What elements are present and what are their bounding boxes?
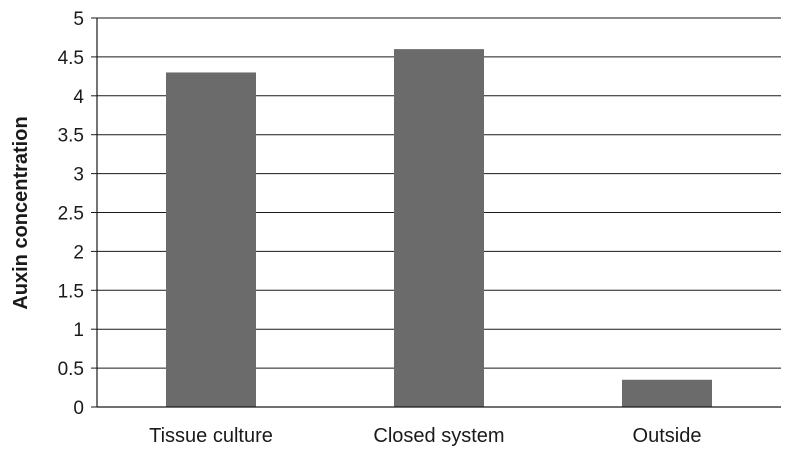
- axes: [91, 17, 781, 408]
- y-tick-label: 1.5: [58, 281, 84, 302]
- bar-tissue-culture: [166, 72, 256, 408]
- y-tick-label: 4: [73, 87, 84, 108]
- y-tick-labels: 0 0.5 1 1.5 2 2.5 3 3.5 4 4.5 5: [58, 9, 85, 419]
- y-tick-label: 3.5: [58, 126, 84, 147]
- y-tick-label: 2: [73, 242, 84, 263]
- y-axis-title: Auxin concentration: [10, 116, 32, 309]
- y-tick-label: 2.5: [58, 204, 84, 225]
- y-tick-label: 1: [73, 320, 84, 341]
- x-category-labels: Tissue culture Closed system Outside: [149, 425, 701, 447]
- bar-closed-system: [394, 49, 484, 408]
- y-tick-label: 0.5: [58, 359, 84, 380]
- x-category-label: Outside: [633, 425, 702, 447]
- x-category-label: Closed system: [373, 425, 504, 447]
- x-category-label: Tissue culture: [149, 425, 273, 447]
- y-tick-label: 0: [73, 398, 84, 419]
- y-tick-label: 5: [73, 9, 84, 30]
- y-tick-label: 3: [73, 165, 84, 186]
- y-tick-label: 4.5: [58, 48, 84, 69]
- bar-outside: [622, 379, 712, 407]
- bars: [166, 49, 712, 408]
